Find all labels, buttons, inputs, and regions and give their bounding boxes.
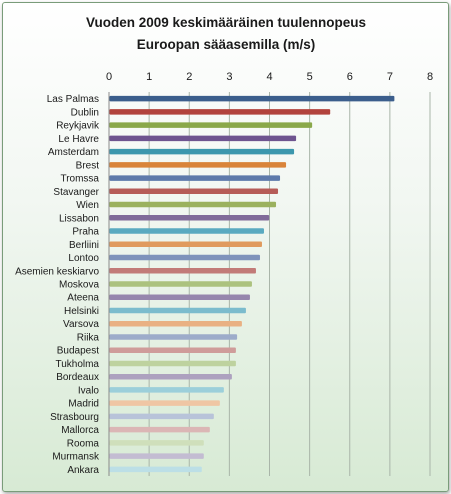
x-tick-label: 7 xyxy=(387,71,393,83)
category-label: Reykjavik xyxy=(56,121,100,132)
gridlines xyxy=(108,92,431,476)
bar xyxy=(109,453,204,459)
bar xyxy=(109,360,236,367)
category-label: Berliini xyxy=(69,240,99,251)
bar xyxy=(109,320,242,327)
category-label: Praha xyxy=(72,227,99,238)
category-label: Tukholma xyxy=(55,359,99,370)
category-label: Bordeaux xyxy=(56,372,99,383)
bar xyxy=(109,466,202,473)
category-label: Brest xyxy=(76,160,100,171)
bar xyxy=(109,268,256,274)
category-label: Ankara xyxy=(67,465,99,476)
category-labels: Las Palmas Dublin Reykjavik Le Havre Amsterd… xyxy=(15,94,100,476)
bar xyxy=(109,188,279,195)
bar xyxy=(109,400,220,406)
bar xyxy=(109,347,236,353)
bar xyxy=(109,215,270,221)
x-tick-label: 2 xyxy=(186,71,192,83)
bar xyxy=(109,294,250,300)
bar xyxy=(109,387,224,393)
bar xyxy=(109,281,252,287)
x-tick-label: 8 xyxy=(427,71,433,83)
bar xyxy=(109,307,246,314)
category-label: Tromssa xyxy=(60,174,99,185)
bar xyxy=(109,228,264,234)
x-tick-label: 3 xyxy=(226,71,232,83)
category-label: Rooma xyxy=(67,438,100,449)
chart-subtitle: Euroopan sääasemilla (m/s) xyxy=(137,37,316,52)
category-label: Ivalo xyxy=(78,385,100,396)
bar xyxy=(109,334,238,340)
category-label: Varsova xyxy=(63,319,99,330)
category-label: Mallorca xyxy=(61,425,99,436)
category-label: Helsinki xyxy=(64,306,99,317)
category-label: Moskova xyxy=(59,280,99,291)
category-label: Las Palmas xyxy=(47,94,99,105)
category-label: Murmansk xyxy=(52,452,100,463)
bar xyxy=(109,95,395,102)
bar xyxy=(109,201,277,208)
category-label: Dublin xyxy=(71,107,99,118)
chart-title: Vuoden 2009 keskimääräinen tuulennopeus xyxy=(86,15,366,30)
category-label: Budapest xyxy=(57,346,99,357)
category-label: Le Havre xyxy=(58,134,99,145)
x-tick-label: 6 xyxy=(347,71,353,83)
bar xyxy=(109,440,204,446)
x-tick-label: 1 xyxy=(146,71,152,83)
bar xyxy=(109,175,281,181)
category-label: Lontoo xyxy=(68,253,99,264)
bar xyxy=(109,254,260,261)
category-label: Stavanger xyxy=(53,187,99,198)
bar xyxy=(109,241,262,248)
bar xyxy=(109,135,297,142)
bar xyxy=(109,413,214,420)
x-tick-label: 5 xyxy=(307,71,313,83)
bar xyxy=(109,122,313,128)
category-label: Madrid xyxy=(68,399,99,410)
category-label: Lissabon xyxy=(59,213,99,224)
bar xyxy=(109,373,232,380)
bar xyxy=(109,162,287,168)
category-label: Ateena xyxy=(67,293,99,304)
x-axis-tick-labels: 0 1 2 3 4 5 6 7 8 xyxy=(106,71,433,83)
bar xyxy=(109,109,331,115)
category-label: Strasbourg xyxy=(50,412,99,423)
bar xyxy=(109,148,295,155)
category-label: Asemien keskiarvo xyxy=(15,266,99,277)
category-label: Amsterdam xyxy=(48,147,99,158)
bars xyxy=(109,95,395,473)
x-tick-label: 0 xyxy=(106,71,112,83)
category-label: Wien xyxy=(76,200,99,211)
category-label: Riika xyxy=(77,332,100,343)
bar xyxy=(109,426,210,433)
x-tick-label: 4 xyxy=(266,71,272,83)
